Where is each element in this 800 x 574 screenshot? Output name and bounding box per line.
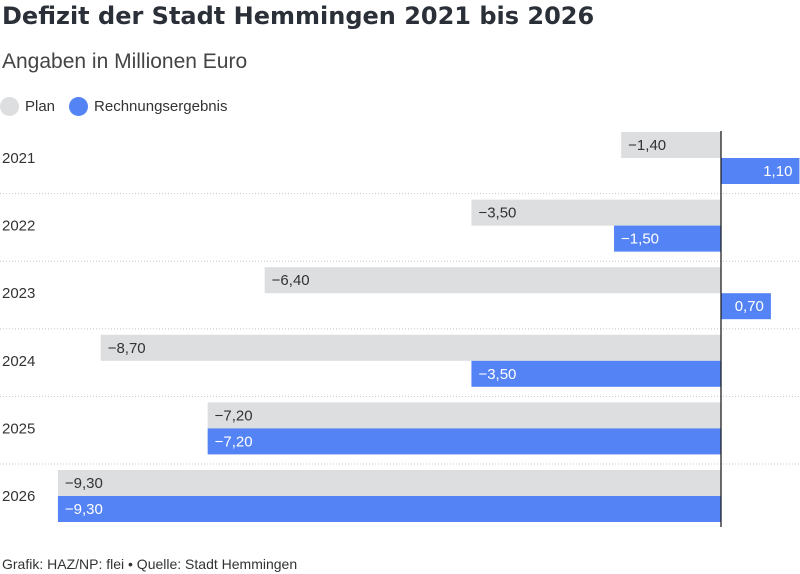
bar-plan (57, 470, 722, 496)
legend-item-rechnungsergebnis: Rechnungsergebnis (69, 96, 228, 116)
bar-rechnungsergebnis (721, 158, 800, 184)
bar-rechnungsergebnis (207, 428, 721, 455)
data-label: −1,40 (628, 137, 666, 154)
category-label: 2023 (2, 285, 35, 302)
source-note: Grafik: HAZ/NP: flei • Quelle: Stadt Hem… (2, 556, 298, 572)
bar-rechnungsergebnis (721, 293, 771, 320)
category-label: 2025 (2, 420, 35, 437)
data-label: 1,10 (763, 163, 792, 180)
category-label: 2024 (2, 353, 35, 370)
category-label: 2021 (2, 150, 35, 167)
data-label: 0,70 (735, 298, 764, 315)
bar-rechnungsergebnis (614, 225, 721, 252)
data-label: −1,50 (621, 231, 659, 248)
data-label: −9,30 (65, 501, 103, 518)
bar-rechnungsergebnis (57, 496, 722, 522)
bar-plan (100, 334, 721, 361)
bar-plan (207, 402, 721, 429)
chart-subtitle: Angaben in Millionen Euro (2, 50, 248, 73)
bar-plan (264, 267, 721, 294)
legend-swatch-plan (0, 96, 19, 116)
bar-plan (621, 132, 721, 158)
legend-label-plan: Plan (25, 97, 56, 115)
legend: Plan Rechnungsergebnis (0, 94, 241, 118)
data-label: −8,70 (108, 340, 146, 357)
data-label: −7,20 (215, 407, 253, 424)
bar-plan (471, 199, 721, 226)
legend-label-rechnungsergebnis: Rechnungsergebnis (94, 97, 228, 115)
legend-swatch-rechnungsergebnis (69, 96, 89, 116)
data-label: −3,50 (478, 366, 516, 383)
data-label: −6,40 (272, 272, 310, 289)
data-label: −9,30 (65, 475, 103, 492)
chart-title: Defizit der Stadt Hemmingen 2021 bis 202… (2, 2, 595, 30)
bar-rechnungsergebnis (471, 360, 721, 387)
category-label: 2026 (2, 488, 35, 505)
data-label: −7,20 (215, 433, 253, 450)
category-label: 2022 (2, 218, 35, 235)
data-label: −3,50 (478, 205, 516, 222)
legend-item-plan: Plan (0, 96, 56, 116)
